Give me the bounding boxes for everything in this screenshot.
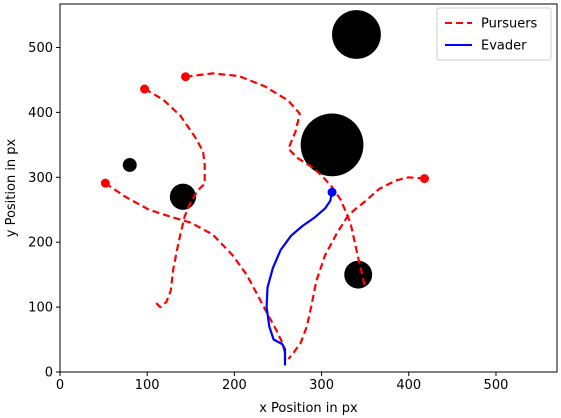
x-axis-ticks: 0 100 200 300 400 500 (56, 372, 509, 393)
obstacle (169, 183, 197, 210)
obstacles-layer (122, 10, 381, 289)
legend: Pursuers Evader (436, 7, 552, 61)
evader-start-marker (327, 187, 337, 197)
x-tick-label: 200 (222, 378, 247, 393)
y-tick-label: 300 (28, 171, 53, 186)
pursuer-start-marker (100, 178, 110, 188)
y-tick-label: 500 (28, 41, 53, 56)
x-axis-label: x Position in px (259, 401, 358, 416)
x-tick-label: 300 (309, 378, 334, 393)
obstacle (344, 260, 373, 289)
x-tick-label: 500 (484, 378, 509, 393)
y-tick-label: 400 (28, 106, 53, 121)
series-layer (100, 72, 429, 366)
y-axis-label: y Position in px (4, 138, 19, 237)
obstacle (332, 10, 381, 59)
x-tick-label: 0 (56, 378, 64, 393)
legend-label-pursuers: Pursuers (481, 17, 538, 32)
pursuer-start-marker (181, 72, 191, 82)
legend-box (436, 7, 552, 61)
plot-frame (59, 3, 558, 373)
y-tick-label: 200 (28, 236, 53, 251)
pursuer-path (185, 72, 367, 288)
pursuer-start-marker (419, 174, 429, 184)
pursuer-path (287, 176, 425, 360)
pursuer-path (104, 182, 287, 361)
pursuer-start-marker (140, 84, 150, 94)
y-axis-ticks: 0 100 200 300 400 500 (28, 41, 60, 381)
y-tick-label: 0 (45, 366, 53, 381)
y-tick-label: 100 (28, 301, 53, 316)
obstacle (122, 157, 137, 172)
x-tick-label: 400 (396, 378, 421, 393)
pursuer-path (144, 88, 206, 309)
obstacle (300, 113, 364, 177)
evader-path (265, 191, 334, 366)
legend-label-evader: Evader (481, 39, 527, 54)
x-tick-label: 100 (135, 378, 160, 393)
